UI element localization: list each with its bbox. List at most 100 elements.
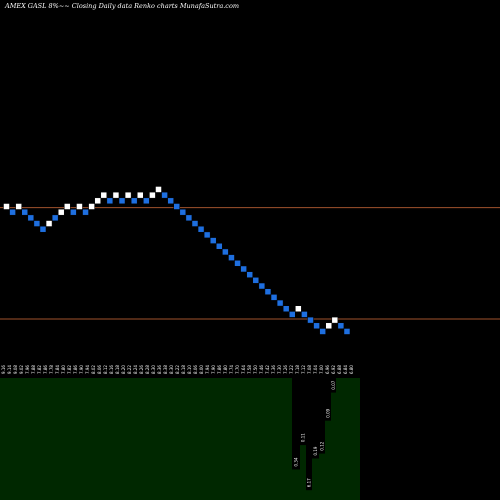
renko-brick-17 [100, 191, 108, 199]
price-label: 7.78 [49, 365, 54, 374]
renko-brick-40 [240, 265, 247, 273]
volume-label-3: 0.11 [301, 433, 306, 442]
renko-brick-42 [252, 277, 260, 284]
price-label: 7.80 [61, 365, 66, 374]
renko-brick-56 [337, 322, 345, 330]
price-label: 7.86 [217, 365, 222, 374]
renko-brick-30 [179, 208, 187, 216]
price-label: 7.58 [247, 365, 252, 374]
renko-brick-38 [228, 254, 235, 261]
volume-bar-5 [312, 458, 319, 500]
price-label: 8.30 [151, 365, 156, 374]
renko-brick-33 [197, 225, 205, 233]
price-label: 8.02 [91, 365, 96, 374]
price-label: 7.82 [37, 365, 42, 374]
renko-brick-21 [124, 191, 132, 199]
price-label: 8.20 [121, 365, 126, 374]
price-label: 7.18 [295, 365, 300, 374]
price-label: 8.24 [133, 365, 138, 374]
renko-brick-18 [106, 197, 114, 205]
renko-brick-34 [203, 231, 211, 239]
reference-lines [0, 207, 500, 320]
price-label: 7.26 [283, 365, 288, 374]
price-label: 9.08 [13, 365, 18, 374]
price-label: 8.10 [187, 365, 192, 374]
price-label: 8.36 [157, 365, 162, 374]
volume-panel: 0.34 0.11 6.17 0.190.12 0.09 0.07 [0, 378, 360, 500]
price-label: 7.80 [223, 365, 228, 374]
price-label: 6.96 [325, 365, 330, 374]
renko-brick-13 [76, 203, 83, 210]
renko-brick-54 [325, 322, 332, 330]
renko-brick-48 [289, 311, 296, 318]
renko-brick-31 [185, 214, 193, 222]
renko-brick-12 [70, 208, 77, 216]
renko-brick-29 [173, 203, 180, 210]
volume-bar-1 [0, 378, 292, 500]
renko-brick-2 [9, 208, 16, 216]
renko-brick-14 [82, 208, 89, 216]
price-label: 7.08 [307, 365, 312, 374]
volume-bar-6 [319, 453, 325, 500]
volume-bar-7 [325, 420, 331, 500]
brick-series [3, 186, 351, 335]
renko-brick-43 [258, 282, 266, 290]
price-label: 8.18 [115, 365, 120, 374]
price-label: 8.28 [145, 365, 150, 374]
price-label: 6.92 [331, 365, 336, 374]
renko-brick-11 [64, 203, 71, 210]
renko-brick-41 [246, 271, 253, 278]
renko-brick-1 [3, 203, 10, 210]
volume-bar-9 [336, 378, 360, 500]
renko-brick-49 [295, 305, 302, 312]
renko-brick-10 [57, 208, 65, 216]
volume-bar-4 [306, 490, 312, 500]
price-label: 6.80 [349, 365, 354, 374]
price-label: 8.06 [97, 365, 102, 374]
renko-brick-3 [15, 203, 22, 210]
renko-brick-28 [167, 197, 174, 205]
price-label: 6.88 [337, 365, 342, 374]
price-label: 7.12 [301, 365, 306, 374]
price-label: 7.90 [211, 365, 216, 374]
price-label: 8.12 [103, 365, 108, 374]
renko-brick-7 [39, 225, 47, 233]
price-label: 7.30 [277, 365, 282, 374]
volume-label-6: 0.12 [320, 441, 325, 450]
price-label: 7.42 [265, 365, 270, 374]
price-label: 8.22 [175, 365, 180, 374]
volume-label-4: 6.17 [307, 478, 312, 487]
price-label: 7.36 [271, 365, 276, 374]
price-label: 7.86 [43, 365, 48, 374]
price-label: 9.16 [1, 365, 6, 374]
price-label: 7.88 [31, 365, 36, 374]
renko-brick-35 [209, 237, 217, 244]
price-label: 7.46 [259, 365, 264, 374]
renko-brick-32 [191, 220, 199, 227]
volume-label-8: 0.07 [331, 380, 336, 389]
renko-brick-5 [27, 214, 35, 222]
renko-brick-24 [143, 197, 150, 205]
price-label: 9.14 [7, 365, 12, 374]
price-label: 8.00 [199, 365, 204, 374]
renko-brick-9 [51, 214, 59, 222]
price-label: 7.74 [229, 365, 234, 374]
price-label: 7.94 [85, 365, 90, 374]
price-label: 8.16 [109, 365, 114, 374]
renko-brick-51 [307, 316, 314, 324]
renko-brick-22 [130, 197, 138, 205]
price-label: 7.22 [289, 365, 294, 374]
renko-brick-27 [161, 191, 168, 199]
renko-brick-6 [33, 220, 41, 227]
renko-brick-16 [94, 197, 101, 205]
price-label: 7.86 [73, 365, 78, 374]
renko-brick-57 [343, 328, 351, 335]
price-label: 7.04 [313, 365, 318, 374]
price-label: 8.26 [139, 365, 144, 374]
renko-brick-53 [319, 328, 326, 335]
price-label: 6.84 [343, 365, 348, 374]
price-label: 8.38 [163, 365, 168, 374]
price-label: 8.30 [169, 365, 174, 374]
price-label: 7.82 [67, 365, 72, 374]
